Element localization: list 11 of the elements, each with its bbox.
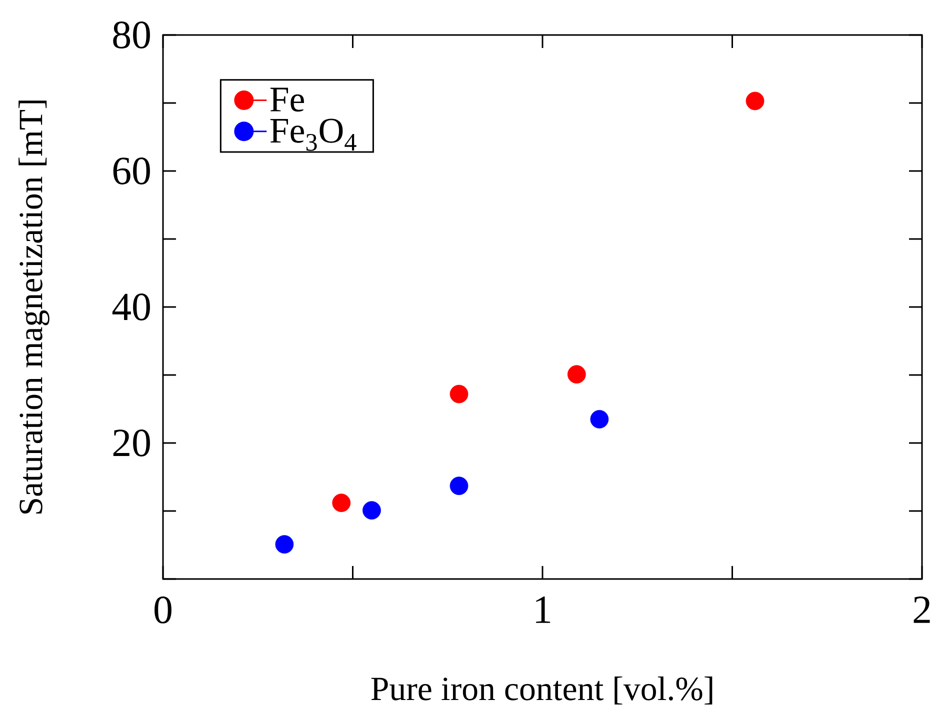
x-tick-label: 1 bbox=[536, 596, 550, 623]
x-axis-title: Pure iron content [vol.%] bbox=[371, 676, 712, 705]
y-tick-label: 60 bbox=[113, 158, 150, 184]
legend-label: Fe$_{3}$O$_{4}$ bbox=[270, 118, 356, 151]
y-tick-label: 20 bbox=[113, 430, 150, 456]
legend-label: Fe bbox=[270, 88, 304, 112]
x-tick-label: 0 bbox=[154, 596, 172, 624]
x-tick-label: 2 bbox=[914, 596, 930, 623]
y-axis-title: Saturation magnetization [mT] bbox=[18, 100, 50, 514]
y-tick-label: 80 bbox=[113, 22, 150, 48]
y-tick-label: 40 bbox=[112, 294, 150, 320]
